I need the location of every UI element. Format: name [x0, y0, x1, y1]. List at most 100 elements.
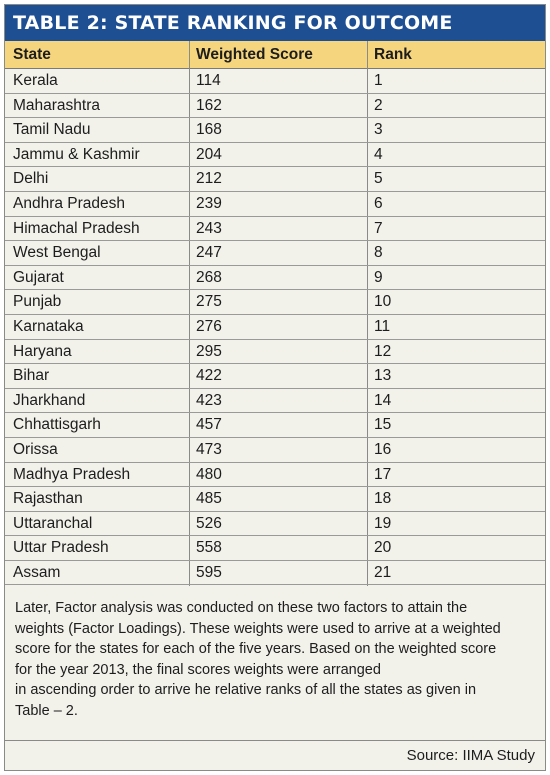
cell-weighted-score: 473 — [196, 440, 222, 458]
cell-weighted-score: 247 — [196, 244, 222, 262]
cell-state: Delhi — [13, 170, 49, 188]
column-header-rank: Rank — [374, 46, 412, 63]
cell-state: Bihar — [13, 367, 50, 385]
cell-weighted-score: 162 — [196, 96, 222, 114]
cell-rank: 15 — [374, 416, 392, 434]
cell-weighted-score: 239 — [196, 194, 222, 212]
table-row: Uttar Pradesh 558 20 — [5, 536, 545, 561]
cell-state: Rajasthan — [13, 490, 83, 508]
table-row: Assam 595 21 — [5, 561, 545, 586]
cell-rank: 7 — [374, 219, 383, 237]
cell-weighted-score: 212 — [196, 170, 222, 188]
cell-weighted-score: 526 — [196, 514, 222, 532]
table-row: Andhra Pradesh 239 6 — [5, 192, 545, 217]
cell-weighted-score: 268 — [196, 268, 222, 286]
cell-weighted-score: 422 — [196, 367, 222, 385]
table-row: Delhi 212 5 — [5, 167, 545, 192]
column-header-state: State — [13, 46, 51, 63]
cell-weighted-score: 480 — [196, 465, 222, 483]
column-header-weighted-score: Weighted Score — [196, 46, 313, 63]
cell-rank: 17 — [374, 465, 392, 483]
cell-state: Uttaranchal — [13, 514, 93, 532]
cell-state: Jharkhand — [13, 391, 86, 409]
table-row: Uttaranchal 526 19 — [5, 512, 545, 537]
cell-rank: 5 — [374, 170, 383, 188]
cell-rank: 11 — [374, 317, 391, 335]
table-title: TABLE 2: STATE RANKING FOR OUTCOME — [5, 5, 545, 41]
note-line: for the year 2013, the final scores weig… — [15, 661, 381, 678]
table-row: Punjab 275 10 — [5, 290, 545, 315]
cell-weighted-score: 168 — [196, 121, 222, 139]
cell-weighted-score: 558 — [196, 539, 222, 557]
source-caption: Source: IIMA Study — [406, 747, 535, 764]
cell-weighted-score: 295 — [196, 342, 222, 360]
cell-weighted-score: 485 — [196, 490, 222, 508]
cell-weighted-score: 457 — [196, 416, 222, 434]
table-body: Kerala 114 1 Maharashtra 162 2 Tamil Nadu 168 3 J… — [5, 69, 545, 586]
table-panel: TABLE 2: STATE RANKING FOR OUTCOME State… — [4, 4, 546, 771]
table-row: Orissa 473 16 — [5, 438, 545, 463]
cell-state: Karnataka — [13, 317, 84, 335]
table-header: State Weighted Score Rank — [5, 41, 545, 69]
cell-rank: 8 — [374, 244, 383, 262]
cell-rank: 6 — [374, 194, 383, 212]
note-line: weights (Factor Loadings). These weights… — [15, 620, 501, 637]
table-row: Bihar 422 13 — [5, 364, 545, 389]
table-row: West Bengal 247 8 — [5, 241, 545, 266]
table-row: Tamil Nadu 168 3 — [5, 118, 545, 143]
note-line: Later, Factor analysis was conducted on … — [15, 600, 468, 616]
table-row: Rajasthan 485 18 — [5, 487, 545, 512]
cell-weighted-score: 243 — [196, 219, 222, 237]
note-line: Table – 2. — [15, 702, 78, 719]
table-row: Karnataka 276 11 — [5, 315, 545, 340]
cell-rank: 9 — [374, 268, 383, 286]
cell-weighted-score: 423 — [196, 391, 222, 409]
cell-rank: 10 — [374, 293, 392, 311]
table-row: Jammu & Kashmir 204 4 — [5, 143, 545, 168]
cell-state: West Bengal — [13, 244, 101, 262]
table-row: Himachal Pradesh 243 7 — [5, 217, 545, 242]
cell-rank: 20 — [374, 539, 392, 557]
cell-state: Chhattisgarh — [13, 416, 101, 434]
cell-weighted-score: 114 — [196, 72, 221, 89]
table-note: Later, Factor analysis was conducted on … — [5, 587, 545, 741]
note-line: score for the states for each of the fiv… — [15, 641, 497, 657]
table-row: Chhattisgarh 457 15 — [5, 413, 545, 438]
cell-rank: 3 — [374, 121, 383, 139]
table-row: Kerala 114 1 — [5, 69, 545, 94]
cell-rank: 18 — [374, 490, 392, 508]
cell-state: Andhra Pradesh — [13, 194, 126, 212]
table-row: Maharashtra 162 2 — [5, 94, 545, 119]
cell-state: Maharashtra — [13, 96, 101, 114]
note-line: in ascending order to arrive he relative… — [15, 682, 477, 698]
cell-rank: 13 — [374, 367, 392, 385]
cell-state: Haryana — [13, 342, 72, 360]
table-row: Haryana 295 12 — [5, 340, 545, 365]
cell-state: Assam — [13, 563, 61, 581]
cell-rank: 4 — [374, 145, 383, 163]
cell-rank: 16 — [374, 440, 392, 458]
cell-weighted-score: 275 — [196, 293, 222, 311]
cell-rank: 12 — [374, 342, 392, 360]
cell-state: Orissa — [13, 440, 58, 458]
cell-state: Punjab — [13, 293, 62, 311]
cell-state: Uttar Pradesh — [13, 539, 109, 557]
cell-rank: 2 — [374, 96, 383, 114]
table-row: Jharkhand 423 14 — [5, 389, 545, 414]
cell-weighted-score: 204 — [196, 145, 222, 163]
cell-state: Gujarat — [13, 268, 64, 286]
cell-state: Madhya Pradesh — [13, 465, 131, 483]
cell-state: Kerala — [13, 72, 58, 89]
cell-state: Jammu & Kashmir — [13, 145, 140, 163]
cell-state: Tamil Nadu — [13, 121, 91, 139]
cell-rank: 19 — [374, 514, 392, 532]
cell-weighted-score: 595 — [196, 563, 222, 581]
column-divider — [367, 41, 368, 586]
column-divider — [189, 41, 190, 586]
cell-weighted-score: 276 — [196, 317, 222, 335]
cell-rank: 21 — [374, 563, 392, 581]
table-row: Gujarat 268 9 — [5, 266, 545, 291]
cell-state: Himachal Pradesh — [13, 219, 140, 237]
cell-rank: 1 — [374, 72, 383, 89]
table-row: Madhya Pradesh 480 17 — [5, 463, 545, 488]
